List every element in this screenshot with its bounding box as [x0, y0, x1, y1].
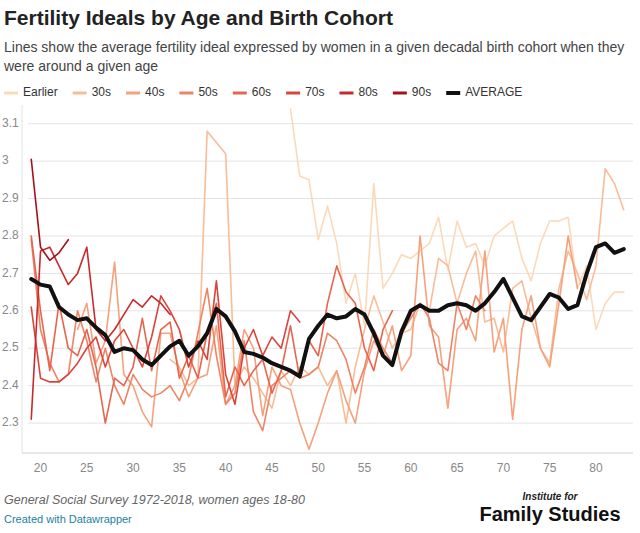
- legend-swatch: [126, 92, 140, 95]
- cohort-line: [31, 236, 392, 423]
- x-tick-label: 20: [34, 461, 48, 475]
- legend-swatch: [179, 92, 193, 95]
- legend-label: Earlier: [23, 85, 58, 99]
- x-tick-label: 50: [312, 461, 326, 475]
- cohort-line: [31, 159, 68, 260]
- grid: [28, 124, 633, 423]
- legend-swatch: [73, 92, 87, 95]
- credit: Created with Datawrapper: [4, 513, 132, 525]
- grid-line: [28, 423, 633, 424]
- x-tick-label: 65: [450, 461, 464, 475]
- average-line: [31, 243, 623, 376]
- logo-line: Family Studies: [470, 503, 630, 526]
- x-tick-label: 30: [126, 461, 140, 475]
- legend-swatch: [4, 92, 18, 95]
- cohort-line: [31, 240, 485, 431]
- y-tick-label: 2.8: [2, 228, 19, 242]
- x-tick-label: 45: [265, 461, 279, 475]
- cohort-line: [31, 281, 299, 404]
- legend-label: 90s: [412, 85, 431, 99]
- legend-swatch: [339, 92, 353, 95]
- lines: [31, 109, 623, 450]
- legend-label: 80s: [358, 85, 377, 99]
- legend-swatch: [286, 92, 300, 95]
- grid-line: [28, 235, 633, 236]
- title: Fertility Ideals by Age and Birth Cohort: [4, 6, 393, 30]
- y-tick-label: 2.3: [2, 415, 19, 429]
- grid-line: [28, 198, 633, 199]
- cohort-line: [78, 236, 578, 449]
- x-tick-label: 70: [497, 461, 511, 475]
- grid-line: [28, 123, 633, 124]
- legend-label: 50s: [198, 85, 217, 99]
- legend-swatch: [233, 92, 247, 95]
- legend-label: 30s: [92, 85, 111, 99]
- source: General Social Survey 1972-2018, women a…: [4, 493, 305, 507]
- legend-label: 40s: [145, 85, 164, 99]
- legend: Earlier 30s 40s 50s 60s 70s 80s 90s AVERAGE: [4, 85, 522, 99]
- x-tick-label: 40: [219, 461, 233, 475]
- y-tick-label: 2.5: [2, 340, 19, 354]
- legend-label: 60s: [252, 85, 271, 99]
- grid-line: [28, 161, 633, 162]
- y-tick-label: 2.9: [2, 191, 19, 205]
- y-tick-label: 2.4: [2, 378, 19, 392]
- x-tick-label: 60: [404, 461, 418, 475]
- x-axis-line: [22, 453, 633, 454]
- legend-label: AVERAGE: [465, 85, 522, 99]
- legend-swatch: [446, 91, 460, 95]
- y-tick-label: 2.7: [2, 266, 19, 280]
- y-tick-label: 2.6: [2, 303, 19, 317]
- y-tick-label: 3.1: [2, 116, 19, 130]
- cohort-line: [290, 109, 623, 330]
- grid-line: [28, 273, 633, 274]
- legend-label: 70s: [305, 85, 324, 99]
- x-tick-label: 80: [589, 461, 603, 475]
- logo-line: Institute for: [470, 491, 630, 502]
- y-tick-label: 3: [2, 153, 9, 167]
- subtitle: Lines show the average fertility ideal e…: [4, 38, 632, 76]
- x-tick-label: 35: [173, 461, 187, 475]
- y-axis-line: [22, 105, 23, 453]
- x-tick-label: 55: [358, 461, 372, 475]
- legend-swatch: [393, 92, 407, 95]
- x-tick-label: 25: [80, 461, 94, 475]
- x-tick-label: 75: [543, 461, 557, 475]
- chart: 2.3 2.4 2.5 2.6 2.7 2.8 2.9 3 3.1 20 25 30 35 40 45 50 5…: [0, 0, 640, 533]
